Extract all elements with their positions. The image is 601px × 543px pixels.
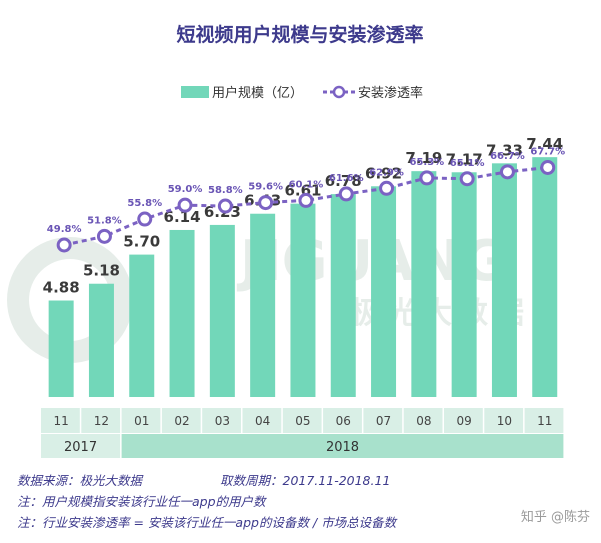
penetration-value-label: 59.6% (248, 182, 283, 193)
penetration-value-label: 62.9% (369, 167, 404, 178)
month-label: 12 (94, 414, 109, 428)
month-label: 05 (295, 414, 310, 428)
bar-value-label: 6.78 (325, 172, 362, 190)
bar-value-label: 4.88 (43, 279, 80, 297)
bar-value-label: 7.19 (405, 149, 442, 167)
bar-value-label: 7.33 (486, 141, 523, 159)
legend: 用户规模（亿） 安装渗透率 (181, 85, 423, 101)
bar-value-label: 5.18 (83, 262, 120, 280)
note-user-scale: 注：用户规模指安装该行业任一app的用户数 (17, 494, 267, 509)
penetration-point (459, 171, 475, 187)
month-label: 11 (54, 414, 69, 428)
year-label: 2018 (326, 440, 359, 455)
penetration-value-label: 58.8% (208, 185, 243, 196)
penetration-line: 49.8% 51.8% 55.8% 59.0% 58.8% 59.6% 60.1% 61.6%… (47, 146, 565, 253)
penetration-point (298, 192, 314, 208)
month-cell (524, 408, 564, 433)
month-label: 07 (376, 414, 391, 428)
year-label: 2017 (64, 440, 97, 455)
note-period: 取数周期：2017.11-2018.11 (220, 473, 390, 488)
footer-brand: 知乎 @陈芬 (521, 509, 590, 525)
notes: 数据来源：极光大数据 取数周期：2017.11-2018.11 注：用户规模指安… (17, 473, 398, 530)
bar-03 (209, 224, 235, 397)
month-cell (41, 408, 80, 433)
penetration-value-label: 60.1% (289, 179, 324, 190)
penetration-point (540, 159, 556, 175)
penetration-value-label: 51.8% (87, 215, 122, 226)
penetration-point (258, 195, 274, 211)
month-cell (403, 408, 443, 433)
month-cell (202, 408, 241, 433)
month-cell (323, 408, 362, 433)
penetration-value-label: 59.0% (168, 184, 203, 195)
month-cell (121, 408, 161, 433)
month-cell (363, 408, 403, 433)
legend-line-label: 安装渗透率 (358, 85, 423, 101)
bar-value-label: 7.44 (526, 135, 563, 153)
month-cell (81, 408, 121, 433)
penetration-value-label: 65.1% (450, 158, 485, 169)
year-cell-2017 (41, 434, 121, 458)
penetration-point (56, 237, 72, 253)
penetration-point (419, 170, 435, 186)
month-cell (282, 408, 322, 433)
penetration-point (379, 180, 395, 196)
bar-value-label: 5.70 (123, 233, 160, 251)
bar-10 (491, 163, 517, 397)
month-label: 10 (497, 414, 512, 428)
bar-05 (290, 203, 316, 397)
penetration-point (137, 211, 153, 227)
note-source: 数据来源：极光大数据 (17, 473, 145, 488)
month-label: 01 (134, 414, 149, 428)
penetration-value-label: 67.7% (530, 146, 565, 157)
bar-02 (169, 229, 195, 397)
legend-bar-swatch (181, 86, 209, 98)
month-label: 09 (457, 414, 472, 428)
bars: 4.885.185.706.146.236.436.616.786.927.19… (43, 135, 563, 397)
bar-08 (411, 171, 437, 397)
penetration-point (217, 198, 233, 214)
month-cell (484, 408, 524, 433)
month-label: 02 (174, 414, 189, 428)
bar-07 (371, 186, 397, 397)
month-label: 06 (336, 414, 351, 428)
year-cell-2018 (121, 434, 564, 458)
bar-01 (129, 254, 155, 397)
bar-12 (88, 283, 114, 397)
penetration-value-label: 66.7% (490, 151, 525, 162)
month-label: 04 (255, 414, 270, 428)
month-cell (444, 408, 483, 433)
bar-11 (48, 300, 74, 397)
bar-04 (250, 213, 276, 397)
penetration-value-label: 49.8% (47, 224, 82, 235)
legend-line-marker (332, 85, 346, 99)
month-label: 08 (416, 414, 431, 428)
penetration-value-label: 55.8% (127, 198, 162, 209)
penetration-point (96, 228, 112, 244)
bar-value-label: 7.17 (446, 150, 483, 168)
penetration-value-label: 65.3% (409, 157, 444, 168)
legend-bar-label: 用户规模（亿） (212, 85, 303, 101)
chart-title: 短视频用户规模与安装渗透率 (176, 23, 423, 46)
month-label: 11 (537, 414, 552, 428)
month-label: 03 (215, 414, 230, 428)
bar-06 (330, 194, 356, 397)
penetration-point (338, 186, 354, 202)
penetration-point (499, 164, 515, 180)
month-cell (242, 408, 282, 433)
bar-value-label: 6.61 (284, 182, 321, 200)
bar-value-label: 6.92 (365, 164, 402, 182)
note-penetration: 注：行业安装渗透率 = 安装该行业任一app的设备数 / 市场总设备数 (17, 515, 398, 530)
penetration-point (177, 197, 193, 213)
month-cell (161, 408, 201, 433)
bar-11 (532, 157, 558, 397)
penetration-value-label: 61.6% (329, 173, 364, 184)
x-axis-table: 11 12 01 02 03 04 05 06 07 08 09 10 11 2017 2018 (41, 408, 564, 458)
bar-value-label: 6.14 (164, 208, 201, 226)
bar-09 (451, 172, 477, 397)
